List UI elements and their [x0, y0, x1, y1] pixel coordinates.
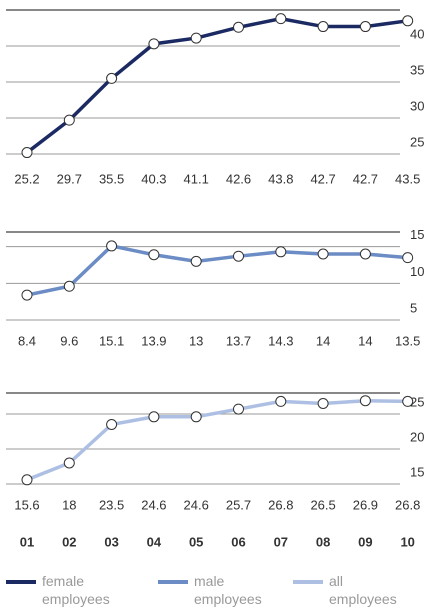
- line: [26, 244, 408, 297]
- point: [275, 246, 287, 258]
- point: [63, 280, 75, 292]
- data-label: 14.3: [268, 333, 293, 348]
- data-label: 24.6: [141, 497, 166, 512]
- y-tick-label: 20: [410, 429, 424, 444]
- legend-label: female employees: [42, 573, 110, 607]
- point: [402, 252, 414, 264]
- point: [63, 457, 75, 469]
- y-tick-label: 5: [410, 300, 417, 315]
- data-label: 14: [316, 333, 330, 348]
- data-label: 26.9: [353, 497, 378, 512]
- line: [26, 398, 408, 482]
- data-label: 42.7: [310, 171, 335, 186]
- point: [190, 411, 202, 423]
- y-tick-label: 25: [410, 394, 424, 409]
- point: [233, 250, 244, 262]
- x-tick-label: 08: [316, 534, 330, 549]
- legend-swatch: [6, 580, 36, 584]
- data-label: 42.7: [353, 171, 378, 186]
- data-label: 24.6: [184, 497, 209, 512]
- y-tick-label: 10: [410, 264, 424, 279]
- data-label: 41.1: [184, 171, 209, 186]
- point: [190, 32, 202, 44]
- x-tick-label: 04: [147, 534, 162, 549]
- data-label: 35.5: [99, 171, 124, 186]
- legend-swatch: [158, 580, 188, 584]
- data-label: 25.7: [226, 497, 251, 512]
- point: [317, 398, 329, 409]
- line: [25, 16, 408, 154]
- data-label: 43.5: [395, 171, 420, 186]
- point: [402, 15, 414, 27]
- legend-swatch: [293, 580, 323, 584]
- point: [21, 474, 33, 486]
- data-label: 13: [189, 333, 203, 348]
- point: [233, 403, 244, 415]
- point: [402, 395, 414, 407]
- data-label: 13.7: [226, 333, 251, 348]
- data-label: 15.1: [99, 333, 124, 348]
- data-label: 13.9: [141, 333, 166, 348]
- data-label: 8.4: [18, 333, 36, 348]
- point: [106, 72, 118, 84]
- data-label: 42.6: [226, 171, 251, 186]
- point: [148, 411, 160, 423]
- y-tick-label: 15: [410, 227, 424, 242]
- point: [359, 21, 371, 33]
- point: [106, 240, 118, 252]
- legend-label: all employees: [329, 573, 397, 607]
- point: [21, 289, 33, 301]
- point: [275, 13, 287, 25]
- data-label: 18: [62, 497, 76, 512]
- x-tick-label: 02: [62, 534, 76, 549]
- data-label: 26.8: [395, 497, 420, 512]
- point: [148, 249, 160, 261]
- data-label: 25.2: [14, 171, 39, 186]
- data-label: 15.6: [14, 497, 39, 512]
- data-label: 29.7: [57, 171, 82, 186]
- x-tick-label: 06: [231, 534, 245, 549]
- data-label: 26.8: [268, 497, 293, 512]
- point: [21, 147, 33, 159]
- point: [359, 395, 371, 407]
- point: [275, 395, 287, 407]
- data-label: 14: [358, 333, 372, 348]
- x-tick-label: 01: [20, 534, 34, 549]
- x-tick-label: 05: [189, 534, 203, 549]
- point: [63, 114, 75, 126]
- y-tick-label: 15: [410, 464, 424, 479]
- point: [233, 21, 244, 33]
- y-tick-label: 40: [410, 26, 424, 41]
- data-label: 23.5: [99, 497, 124, 512]
- point: [106, 419, 118, 430]
- point: [317, 21, 329, 33]
- point: [359, 248, 371, 260]
- y-tick-label: 25: [410, 134, 424, 149]
- x-tick-label: 03: [104, 534, 118, 549]
- y-tick-label: 35: [410, 62, 424, 77]
- y-tick-label: 30: [410, 98, 424, 113]
- point: [148, 38, 160, 50]
- data-label: 26.5: [310, 497, 335, 512]
- data-label: 9.6: [60, 333, 78, 348]
- legend-label: male employees: [194, 573, 262, 607]
- data-label: 40.3: [141, 171, 166, 186]
- point: [317, 248, 329, 260]
- x-tick-label: 10: [400, 534, 414, 549]
- point: [190, 255, 202, 267]
- data-label: 43.8: [268, 171, 293, 186]
- data-label: 13.5: [395, 333, 420, 348]
- x-tick-label: 09: [358, 534, 372, 549]
- x-tick-label: 07: [274, 534, 288, 549]
